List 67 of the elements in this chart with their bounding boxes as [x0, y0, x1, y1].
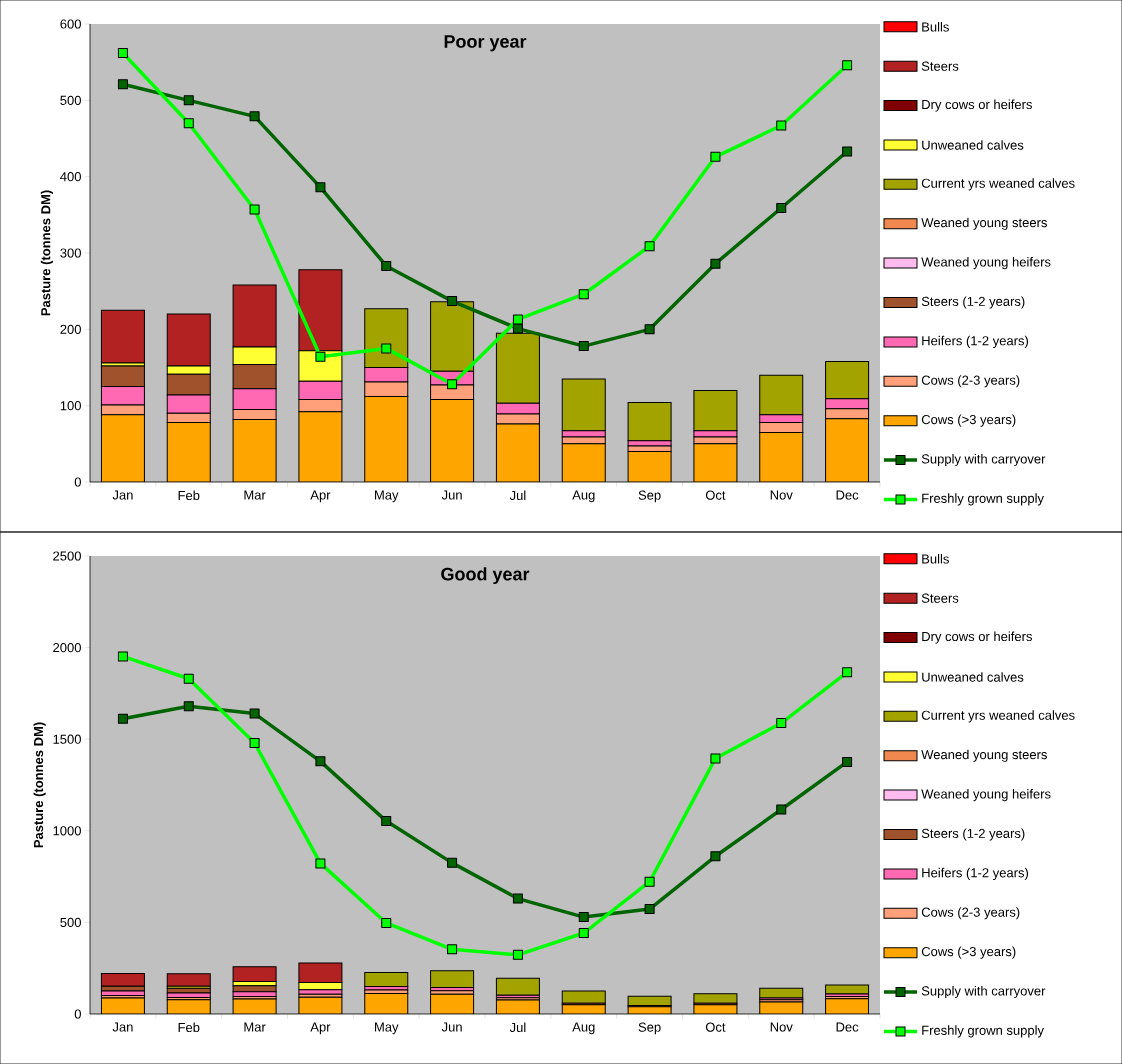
- x-tick-label: Apr: [310, 1022, 331, 1035]
- legend-label: Steers (1-2 years): [921, 296, 1025, 309]
- x-tick-label: Nov: [770, 490, 793, 500]
- x-tick-label: Dec: [836, 490, 859, 500]
- text: Good year: [441, 567, 530, 585]
- legend-label: Supply with carryover: [921, 453, 1046, 467]
- x-tick-label: Aug: [572, 1022, 595, 1035]
- legend-label: Cows (>3 years): [921, 414, 1016, 427]
- legend-label: Weaned young heifers: [921, 789, 1051, 802]
- legend-label: Steers: [921, 593, 959, 603]
- legend-label: Unweaned calves: [922, 672, 1024, 682]
- x-tick-label: Jul: [509, 490, 526, 501]
- x-tick-label: Mar: [244, 1022, 266, 1032]
- x-tick-label: Jun: [441, 490, 462, 500]
- legend-label: Steers: [921, 61, 959, 71]
- y-tick-label: 500: [60, 95, 81, 105]
- x-tick-label: Feb: [178, 490, 200, 501]
- legend-label: Weaned young steers: [921, 217, 1047, 230]
- x-tick-label: Nov: [770, 1022, 793, 1032]
- y-tick-label: 200: [60, 324, 81, 334]
- x-tick-label: Oct: [705, 490, 726, 500]
- legend-label: Weaned young steers: [921, 749, 1047, 762]
- x-tick-label: Sep: [638, 490, 661, 503]
- legend-label: Cows (2-3 years): [921, 375, 1020, 388]
- x-tick-label: May: [375, 1022, 399, 1035]
- legend-label: Freshly grown supply: [922, 493, 1044, 506]
- legend-label: Dry cows or heifers: [922, 99, 1032, 112]
- legend-label: Current yrs weaned calves: [921, 710, 1075, 723]
- y-tick-label: 400: [60, 172, 81, 182]
- legend-label: Cows (2-3 years): [921, 907, 1020, 920]
- y-axis-title: Pasture (tonnes DM): [40, 190, 53, 316]
- legend-label: Supply with carryover: [921, 985, 1046, 999]
- legend-label: Unweaned calves: [922, 140, 1024, 150]
- x-tick-label: May: [375, 490, 399, 503]
- y-tick-label: 100: [60, 401, 81, 411]
- x-tick-label: Feb: [178, 1022, 200, 1033]
- y-tick-label: 2000: [53, 642, 81, 653]
- legend-label: Heifers (1-2 years): [922, 335, 1029, 348]
- legend-label: Bulls: [922, 22, 949, 32]
- text: Poor year: [444, 35, 527, 52]
- y-tick-label: 1000: [53, 826, 81, 836]
- legend-label: Freshly grown supply: [922, 1025, 1044, 1038]
- legend-label: Dry cows or heifers: [922, 631, 1032, 644]
- legend-label: Heifers (1-2 years): [922, 867, 1029, 880]
- y-tick-label: 600: [60, 19, 81, 29]
- legend-label: Weaned young heifers: [921, 257, 1051, 270]
- y-tick-label: 1500: [53, 734, 81, 744]
- x-tick-label: Sep: [638, 1022, 661, 1035]
- x-tick-label: Jan: [112, 1022, 133, 1032]
- x-tick-label: Mar: [244, 490, 266, 500]
- x-tick-label: Apr: [310, 490, 331, 503]
- legend-label: Cows (>3 years): [921, 946, 1016, 959]
- y-tick-label: 2500: [53, 551, 81, 561]
- legend-label: Bulls: [922, 554, 949, 564]
- y-tick-label: 0: [74, 477, 81, 487]
- y-axis-title: Pasture (tonnes DM): [33, 722, 46, 848]
- y-tick-label: 0: [74, 1009, 81, 1019]
- x-tick-label: Aug: [572, 490, 595, 503]
- x-tick-label: Jun: [441, 1022, 462, 1032]
- y-tick-label: 300: [60, 248, 81, 258]
- x-tick-label: Oct: [705, 1022, 726, 1032]
- legend-label: Current yrs weaned calves: [921, 178, 1075, 191]
- legend-label: Steers (1-2 years): [921, 828, 1025, 841]
- x-tick-label: Jan: [112, 490, 133, 500]
- x-tick-label: Dec: [836, 1022, 859, 1032]
- y-tick-label: 500: [60, 917, 81, 927]
- x-tick-label: Jul: [509, 1022, 526, 1033]
